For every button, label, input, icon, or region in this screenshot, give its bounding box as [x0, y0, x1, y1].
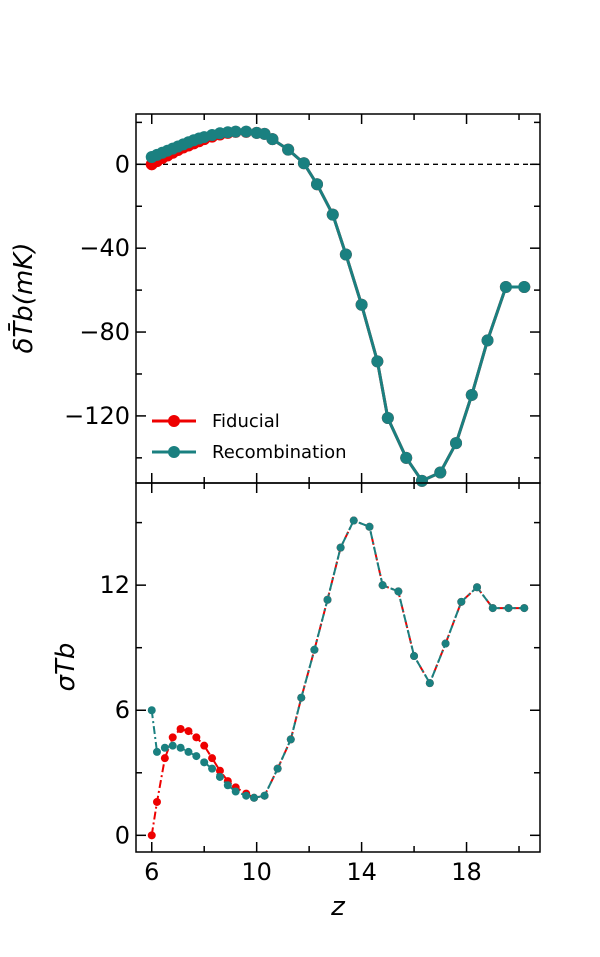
data-point-recombination [231, 787, 240, 796]
data-point-recombination [311, 178, 324, 191]
data-point-recombination [336, 543, 345, 552]
data-point-recombination [378, 581, 387, 590]
legend: Fiducial Recombination [152, 411, 347, 463]
top-ylabel: δT̄b(mK) [7, 243, 39, 354]
data-point-recombination [323, 595, 332, 604]
data-point-recombination [488, 604, 497, 613]
data-point-fiducial [160, 754, 169, 763]
data-point-recombination [282, 143, 295, 156]
data-point-recombination [168, 741, 177, 750]
data-point-fiducial [168, 733, 177, 742]
data-point-recombination [457, 597, 466, 606]
data-point-recombination [410, 652, 419, 661]
data-point-recombination [450, 437, 463, 450]
data-point-recombination [242, 791, 251, 800]
x-tick-label: 14 [346, 858, 377, 886]
data-point-recombination [297, 157, 310, 170]
x-axis-label: z [330, 892, 346, 922]
data-point-recombination [425, 679, 434, 688]
data-point-recombination [215, 772, 224, 781]
data-point-recombination [518, 280, 531, 293]
data-point-recombination [481, 334, 494, 347]
data-point-recombination [415, 474, 428, 487]
legend-marker-fiducial [168, 415, 180, 427]
data-point-recombination [297, 693, 306, 702]
data-point-recombination [355, 298, 368, 311]
data-point-recombination [394, 587, 403, 596]
y-tick-label: −80 [79, 318, 130, 346]
y-tick-label: −120 [64, 402, 130, 430]
data-point-recombination [381, 412, 394, 425]
x-tick-label: 6 [144, 858, 159, 886]
data-point-recombination [349, 516, 358, 525]
top-panel: 0 −40 −80 −120 Fiducial Recombination [64, 113, 541, 487]
data-point-recombination [229, 125, 242, 138]
data-point-fiducial [208, 754, 217, 763]
data-point-recombination [310, 645, 319, 654]
data-point-recombination [250, 793, 259, 802]
legend-label: Recombination [212, 442, 347, 463]
data-point-recombination [520, 604, 529, 613]
data-point-fiducial [215, 766, 224, 775]
data-point-recombination [339, 248, 352, 261]
data-point-recombination [147, 706, 156, 715]
data-point-fiducial [192, 733, 201, 742]
x-tick-label: 18 [451, 858, 482, 886]
legend-marker-recombination [168, 446, 180, 458]
y-tick-label: 12 [99, 571, 130, 599]
data-point-fiducial [147, 831, 156, 840]
plot-frame [135, 482, 541, 853]
data-point-recombination [473, 583, 482, 592]
data-point-recombination [400, 451, 413, 464]
data-point-recombination [266, 133, 279, 146]
data-point-recombination [200, 758, 209, 767]
data-point-recombination [465, 388, 478, 401]
data-point-recombination [441, 639, 450, 648]
data-point-fiducial [176, 725, 185, 733]
y-tick-label: −40 [79, 234, 130, 262]
data-point-recombination [371, 355, 384, 368]
data-point-recombination [176, 743, 185, 752]
data-point-recombination [240, 125, 253, 138]
data-point-recombination [499, 280, 512, 293]
plot-frame [135, 113, 541, 484]
data-point-recombination [504, 604, 513, 613]
data-point-recombination [160, 743, 169, 752]
data-point-recombination [192, 752, 201, 761]
data-point-recombination [260, 791, 269, 800]
data-point-fiducial [184, 727, 193, 736]
x-tick-label: 10 [241, 858, 272, 886]
data-point-recombination [184, 747, 193, 756]
y-tick-label: 6 [115, 696, 130, 724]
data-point-recombination [152, 747, 161, 756]
y-tick-label: 0 [115, 821, 130, 849]
bottom-ylabel: σTb [51, 643, 81, 692]
data-point-recombination [273, 764, 282, 773]
data-point-recombination [365, 522, 374, 531]
data-point-recombination [326, 208, 339, 221]
data-point-recombination [208, 764, 217, 773]
series-line-recombination [151, 130, 525, 483]
legend-label: Fiducial [212, 411, 280, 432]
data-point-fiducial [200, 741, 209, 750]
series-line-fiducial [150, 130, 525, 483]
data-point-recombination [286, 735, 295, 744]
series-line-recombination [150, 519, 525, 799]
data-point-recombination [434, 466, 447, 479]
y-tick-label: 0 [115, 150, 130, 178]
data-point-fiducial [152, 797, 161, 806]
series-line-fiducial [150, 519, 525, 836]
data-point-recombination [223, 781, 232, 790]
